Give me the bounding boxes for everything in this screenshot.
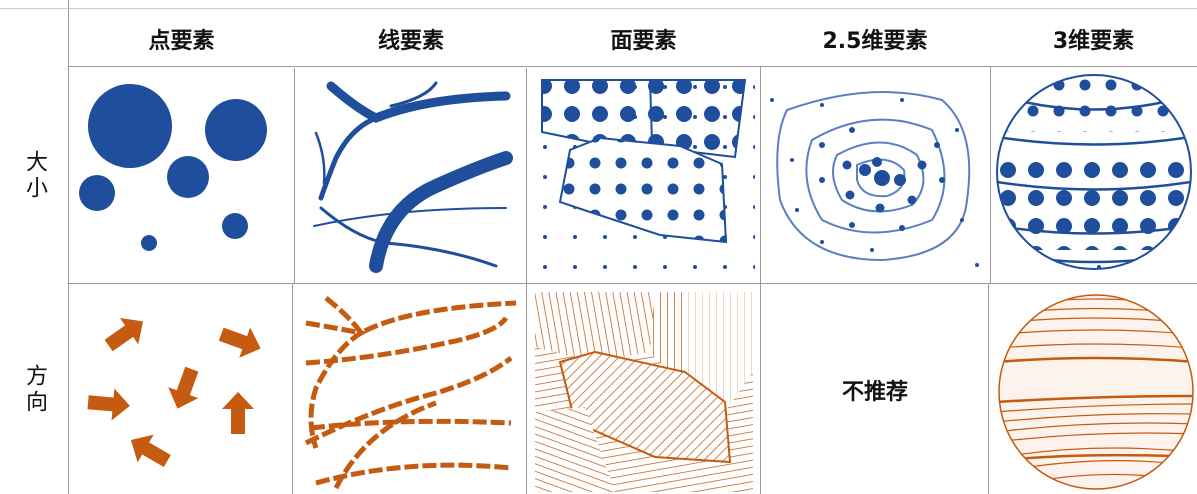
- row-label-text: 方向: [22, 363, 47, 416]
- column-header: 2.5维要素: [822, 29, 928, 54]
- divider: [68, 0, 69, 494]
- divider: [526, 68, 527, 283]
- point-direction-illustration: [87, 318, 261, 468]
- area-direction-illustration: [535, 292, 753, 492]
- divider: [68, 283, 1197, 284]
- divider: [760, 66, 761, 283]
- column-header: 3维要素: [1052, 29, 1135, 54]
- divider: [990, 66, 991, 283]
- divider: [988, 283, 989, 494]
- column-header: 线要素: [377, 29, 444, 54]
- row-label-text: 大小: [22, 149, 47, 202]
- divider: [68, 66, 1197, 67]
- row-label: 方向: [0, 285, 68, 494]
- point-size-illustration: [79, 84, 267, 251]
- surface-size-illustration: [770, 91, 979, 267]
- divider: [760, 283, 761, 494]
- 3d-direction-illustration: [998, 294, 1194, 490]
- divider: [294, 68, 295, 283]
- area-size-illustration: [530, 72, 755, 282]
- line-direction-illustration: [304, 296, 517, 490]
- 3d-size-illustration: [996, 74, 1192, 270]
- column-header: 点要素: [148, 29, 215, 54]
- not-recommended: 不推荐: [841, 379, 908, 405]
- column-header: 面要素: [610, 29, 677, 54]
- row-label: 大小: [0, 68, 68, 283]
- line-size-illustration: [313, 81, 513, 273]
- divider: [0, 8, 1197, 9]
- divider: [526, 283, 527, 494]
- divider: [292, 283, 293, 494]
